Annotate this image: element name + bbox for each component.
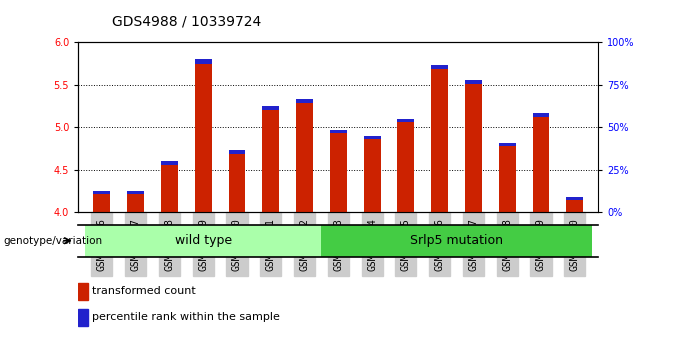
Bar: [85, 225, 322, 257]
Bar: [93, 191, 110, 212]
Bar: [296, 99, 313, 103]
Bar: [262, 106, 279, 110]
Bar: [194, 59, 211, 64]
Bar: [431, 64, 448, 69]
Text: genotype/variation: genotype/variation: [3, 236, 103, 246]
Text: Srlp5 mutation: Srlp5 mutation: [410, 234, 503, 247]
Bar: [431, 64, 448, 212]
Text: transformed count: transformed count: [92, 286, 196, 296]
Bar: [498, 143, 515, 212]
Bar: [228, 150, 245, 154]
Text: wild type: wild type: [175, 234, 232, 247]
Bar: [532, 113, 549, 212]
Text: percentile rank within the sample: percentile rank within the sample: [92, 313, 280, 322]
Bar: [127, 191, 144, 212]
Text: GDS4988 / 10339724: GDS4988 / 10339724: [112, 14, 261, 28]
Bar: [330, 130, 347, 212]
Bar: [322, 225, 592, 257]
Bar: [566, 197, 583, 200]
Bar: [93, 191, 110, 194]
Bar: [566, 197, 583, 212]
Bar: [161, 161, 178, 165]
Bar: [161, 161, 178, 212]
Bar: [465, 80, 482, 84]
Bar: [194, 59, 211, 212]
Bar: [262, 106, 279, 212]
Bar: [78, 283, 88, 300]
Bar: [498, 143, 515, 146]
Bar: [127, 191, 144, 194]
Bar: [364, 136, 381, 212]
Bar: [78, 309, 88, 326]
Bar: [330, 130, 347, 133]
Bar: [397, 119, 414, 122]
Bar: [228, 150, 245, 212]
Bar: [364, 136, 381, 139]
Bar: [296, 99, 313, 212]
Bar: [397, 119, 414, 212]
Bar: [532, 113, 549, 117]
Bar: [465, 80, 482, 212]
